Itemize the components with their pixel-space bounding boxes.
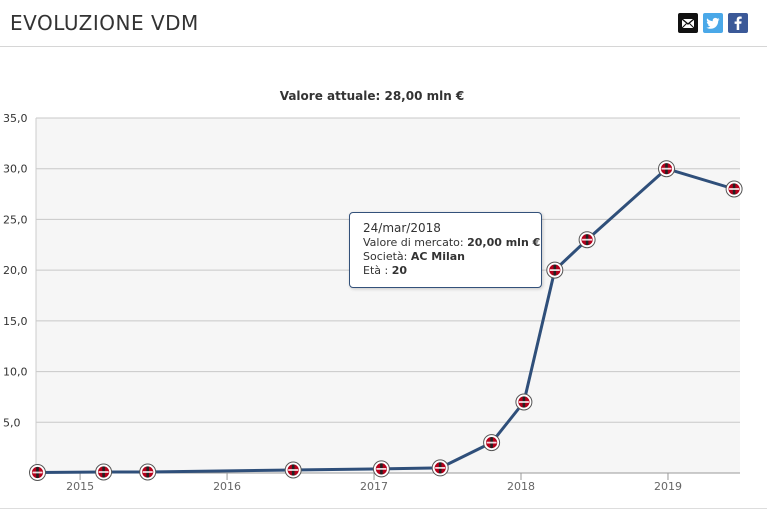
data-point-marker[interactable] <box>284 461 302 479</box>
y-tick-label: 5,0 <box>3 416 21 429</box>
facebook-icon <box>734 16 742 30</box>
tooltip-club-name: AC Milan <box>410 250 466 263</box>
share-twitter-button[interactable] <box>703 13 723 33</box>
tooltip-age: Età : 20 <box>363 264 541 278</box>
data-point-marker[interactable] <box>515 393 533 411</box>
plot-area <box>36 118 740 473</box>
data-point-marker[interactable] <box>139 463 157 481</box>
tooltip-age-label: Età : <box>363 264 389 277</box>
x-tick-label: 2017 <box>360 480 388 493</box>
header: EVOLUZIONE VDM <box>0 0 767 47</box>
y-tick-label: 20,0 <box>3 264 28 277</box>
bottom-divider <box>0 508 767 509</box>
y-tick-label: 15,0 <box>3 315 28 328</box>
data-points <box>29 160 743 481</box>
chart-title: Valore attuale: 28,00 mln € <box>280 89 465 103</box>
tooltip-market-value: Valore di mercato: 20,00 mln € <box>363 236 541 250</box>
data-point-marker[interactable] <box>578 231 596 249</box>
axis-labels: 5,0 10,0 15,0 20,0 25,0 30,0 35,0 2015 2016 2017 2… <box>3 112 682 493</box>
market-value-chart: Valore attuale: 28,00 mln € 5,0 10,0 15,0 2… <box>3 89 743 493</box>
x-tick-label: 2015 <box>66 480 94 493</box>
section-title: EVOLUZIONE VDM <box>10 11 199 35</box>
tooltip-club: Società: AC Milan <box>363 250 541 264</box>
tooltip-age-value: 20 <box>391 264 408 277</box>
y-tick-label: 35,0 <box>3 112 28 125</box>
data-point-marker[interactable] <box>546 261 564 279</box>
share-facebook-button[interactable] <box>728 13 748 33</box>
data-point-marker[interactable] <box>29 464 46 481</box>
twitter-icon <box>706 17 720 29</box>
data-point-marker[interactable] <box>431 459 449 477</box>
y-tick-label: 30,0 <box>3 163 28 176</box>
data-point-marker[interactable] <box>725 180 743 198</box>
data-point-marker[interactable] <box>483 434 501 452</box>
tooltip-market-amount: 20,00 mln € <box>467 236 541 249</box>
tooltip-club-label: Società: <box>363 250 408 263</box>
x-tick-label: 2019 <box>654 480 682 493</box>
data-point-marker[interactable] <box>95 463 113 481</box>
share-email-button[interactable] <box>678 13 698 33</box>
tooltip-market-label: Valore di mercato: <box>363 236 464 249</box>
y-tick-label: 10,0 <box>3 366 28 379</box>
tooltip-date: 24/mar/2018 <box>363 221 441 235</box>
data-point-marker[interactable] <box>372 460 390 478</box>
data-tooltip: 24/mar/2018 Valore di mercato: 20,00 mln… <box>349 212 542 288</box>
data-point-marker[interactable] <box>658 160 675 178</box>
envelope-icon <box>681 18 695 29</box>
x-tick-label: 2016 <box>213 480 241 493</box>
y-tick-label: 25,0 <box>3 213 28 226</box>
x-tick-label: 2018 <box>507 480 535 493</box>
